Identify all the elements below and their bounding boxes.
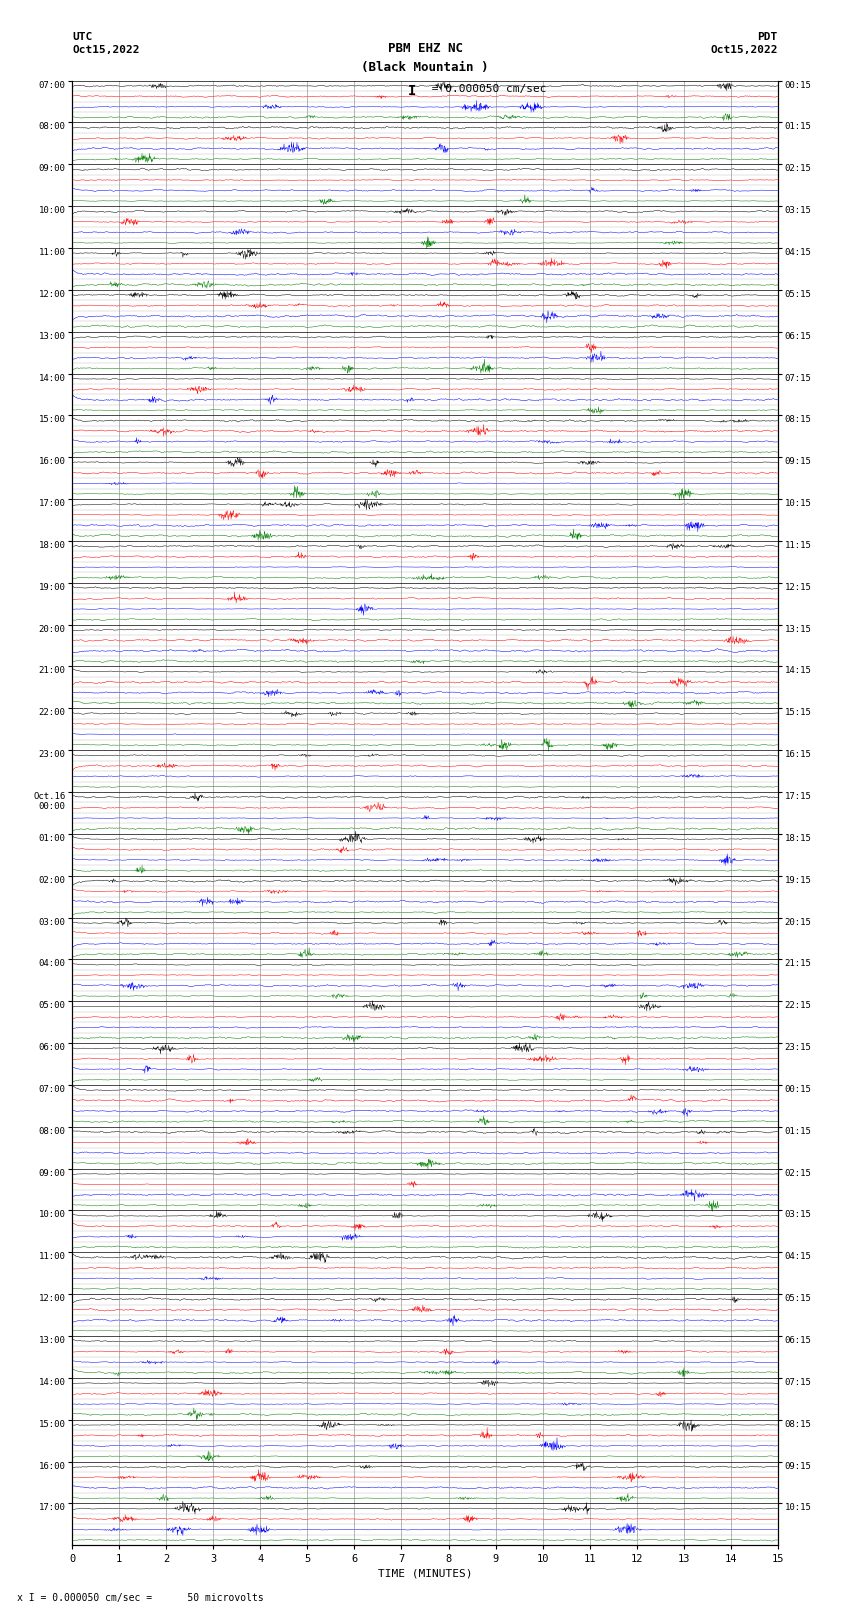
Text: x I = 0.000050 cm/sec =      50 microvolts: x I = 0.000050 cm/sec = 50 microvolts [17, 1594, 264, 1603]
Text: UTC: UTC [72, 32, 93, 42]
Text: = 0.000050 cm/sec: = 0.000050 cm/sec [425, 84, 547, 94]
Text: (Black Mountain ): (Black Mountain ) [361, 61, 489, 74]
Text: Oct15,2022: Oct15,2022 [72, 45, 139, 55]
Text: Oct15,2022: Oct15,2022 [711, 45, 778, 55]
Text: I: I [408, 84, 416, 98]
Text: PBM EHZ NC: PBM EHZ NC [388, 42, 462, 55]
X-axis label: TIME (MINUTES): TIME (MINUTES) [377, 1568, 473, 1579]
Text: PDT: PDT [757, 32, 778, 42]
